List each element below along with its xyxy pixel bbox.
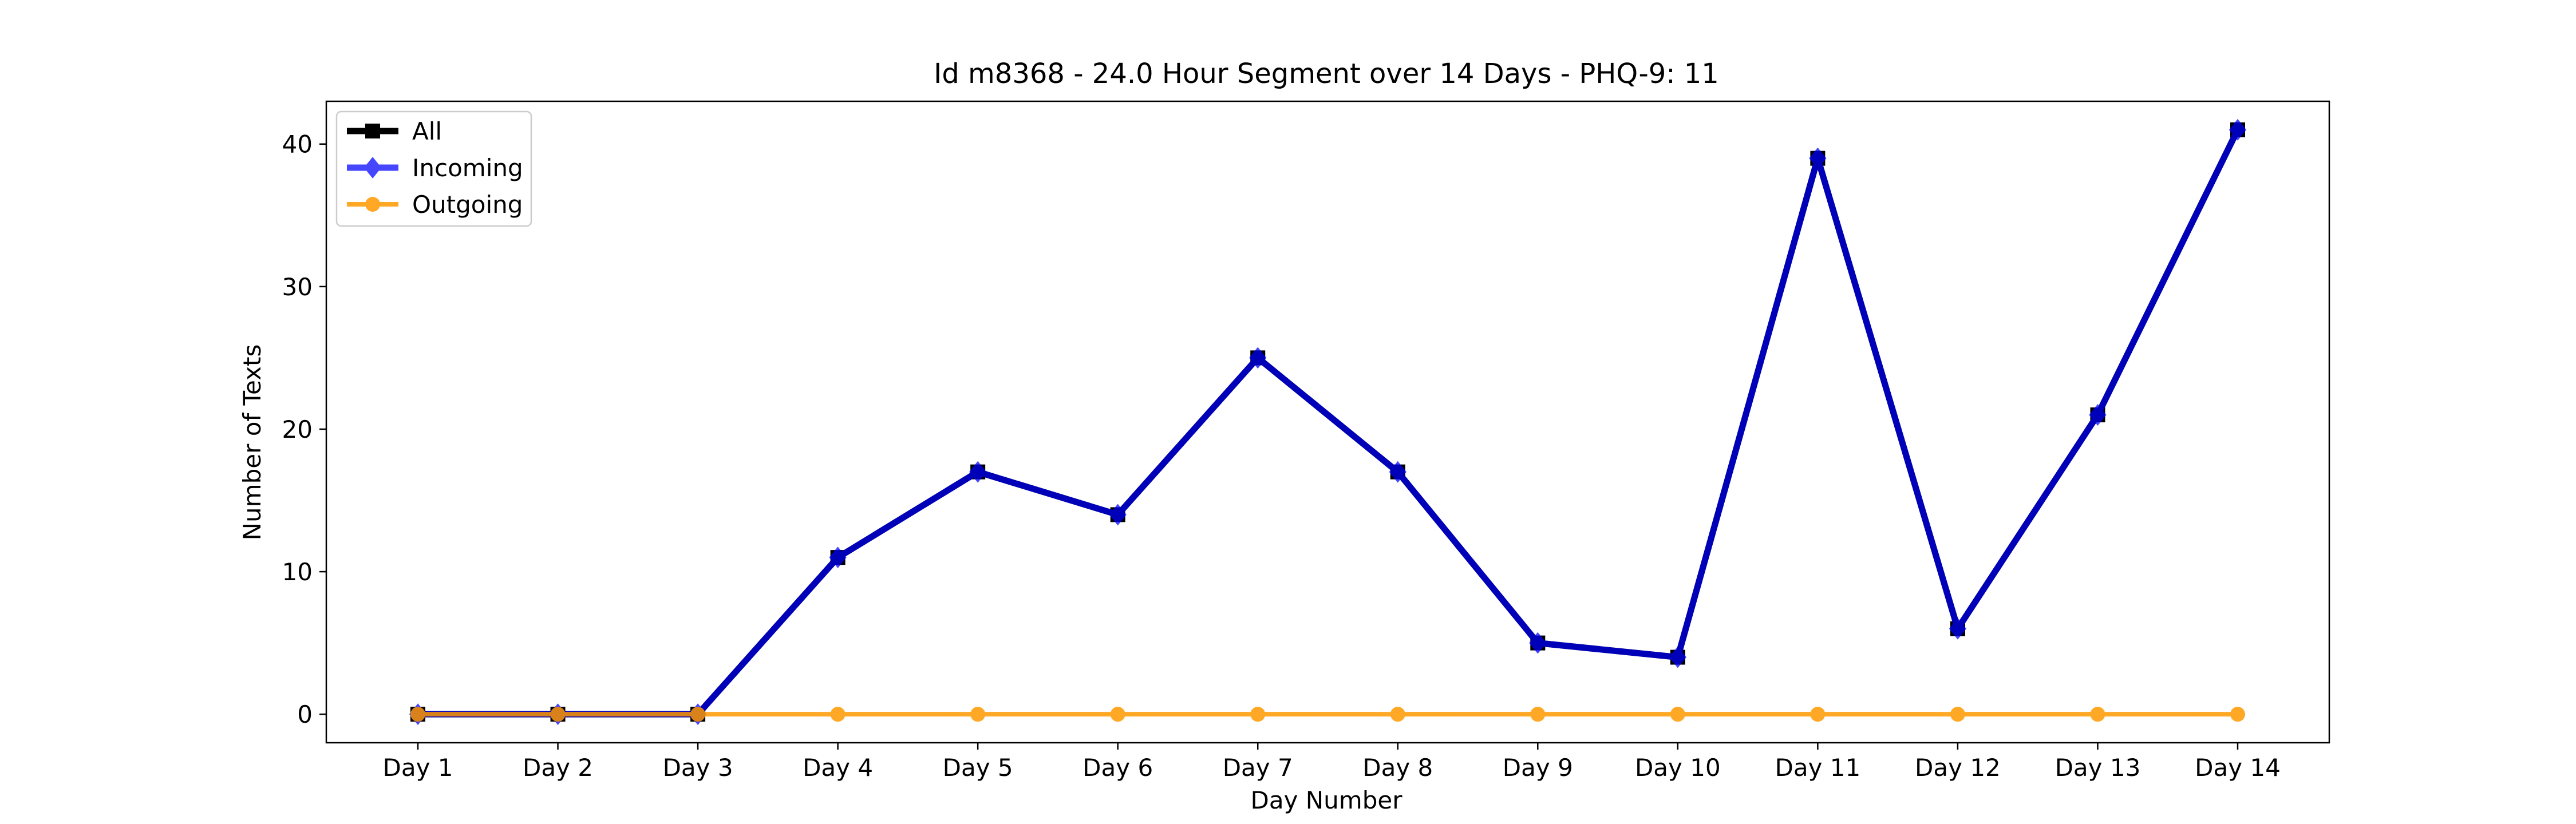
data-point-outgoing bbox=[2230, 707, 2245, 722]
data-point-outgoing bbox=[1110, 707, 1125, 722]
x-tick-label: Day 12 bbox=[1915, 754, 2001, 782]
legend-label: All bbox=[412, 117, 442, 145]
data-point-outgoing bbox=[1530, 707, 1546, 722]
data-point-outgoing bbox=[1950, 707, 1965, 722]
x-tick-label: Day 2 bbox=[523, 754, 593, 782]
data-point-incoming bbox=[1389, 461, 1406, 483]
data-point-outgoing bbox=[830, 707, 846, 722]
x-tick-label: Day 9 bbox=[1503, 754, 1573, 782]
y-tick-label: 20 bbox=[282, 415, 313, 443]
x-tick-label: Day 7 bbox=[1223, 754, 1293, 782]
data-point-outgoing bbox=[2090, 707, 2105, 722]
data-point-outgoing bbox=[1250, 707, 1266, 722]
legend-box bbox=[335, 110, 532, 227]
data-point-incoming bbox=[1669, 646, 1686, 668]
legend: All Incoming Outgoing bbox=[335, 110, 532, 227]
legend-label: Incoming bbox=[412, 154, 523, 182]
x-tick-label: Day 8 bbox=[1362, 754, 1433, 782]
x-tick-label: Day 11 bbox=[1775, 754, 1861, 782]
plot-frame bbox=[325, 100, 2330, 744]
data-point-incoming bbox=[829, 546, 847, 569]
data-point-incoming bbox=[2089, 404, 2107, 426]
x-tick-label: Day 13 bbox=[2055, 754, 2141, 782]
x-tick-label: Day 14 bbox=[2195, 754, 2281, 782]
x-tick-label: Day 1 bbox=[382, 754, 453, 782]
series-outgoing bbox=[410, 707, 2245, 722]
x-tick-label: Day 3 bbox=[663, 754, 733, 782]
data-point-incoming bbox=[1249, 347, 1267, 369]
data-point-incoming bbox=[1949, 617, 1967, 640]
legend-label: Outgoing bbox=[412, 191, 523, 219]
x-tick-label: Day 10 bbox=[1635, 754, 1721, 782]
legend-entry-outgoing bbox=[347, 197, 398, 212]
legend-marker bbox=[365, 197, 380, 212]
data-point-outgoing bbox=[410, 707, 425, 722]
series-line-incoming bbox=[418, 128, 2241, 718]
data-point-outgoing bbox=[1390, 707, 1405, 722]
data-point-outgoing bbox=[1670, 707, 1685, 722]
data-point-outgoing bbox=[550, 707, 566, 722]
legend-entry-incoming bbox=[347, 157, 398, 179]
x-tick-label: Day 4 bbox=[803, 754, 873, 782]
series-all bbox=[410, 122, 2245, 722]
y-tick-label: 40 bbox=[282, 130, 313, 159]
x-axis-label: Day Number bbox=[1250, 786, 1402, 814]
data-point-outgoing bbox=[970, 707, 986, 722]
data-point-incoming bbox=[1109, 504, 1127, 526]
legend-marker bbox=[364, 157, 382, 179]
series-incoming bbox=[409, 118, 2247, 726]
y-tick-label: 0 bbox=[297, 700, 313, 728]
plot-area: Day 1 Day 2 Day 3 Day 4 Day 5 Day 6 Day 7 Day 8… bbox=[282, 100, 2330, 782]
y-tick-label: 30 bbox=[282, 273, 313, 301]
y-axis-label: Number of Texts bbox=[238, 344, 266, 541]
data-point-incoming bbox=[1529, 632, 1547, 654]
chart-title: Id m8368 - 24.0 Hour Segment over 14 Day… bbox=[934, 58, 1719, 90]
legend-marker bbox=[365, 124, 380, 138]
data-point-incoming bbox=[1809, 147, 1827, 169]
data-point-outgoing bbox=[690, 707, 706, 722]
x-tick-label: Day 5 bbox=[943, 754, 1013, 782]
x-tick-label: Day 6 bbox=[1082, 754, 1153, 782]
data-point-incoming bbox=[969, 461, 987, 483]
y-tick-label: 10 bbox=[282, 558, 313, 586]
data-point-incoming bbox=[2229, 118, 2247, 141]
data-point-outgoing bbox=[1810, 707, 1826, 722]
legend-entry-all bbox=[347, 124, 398, 138]
